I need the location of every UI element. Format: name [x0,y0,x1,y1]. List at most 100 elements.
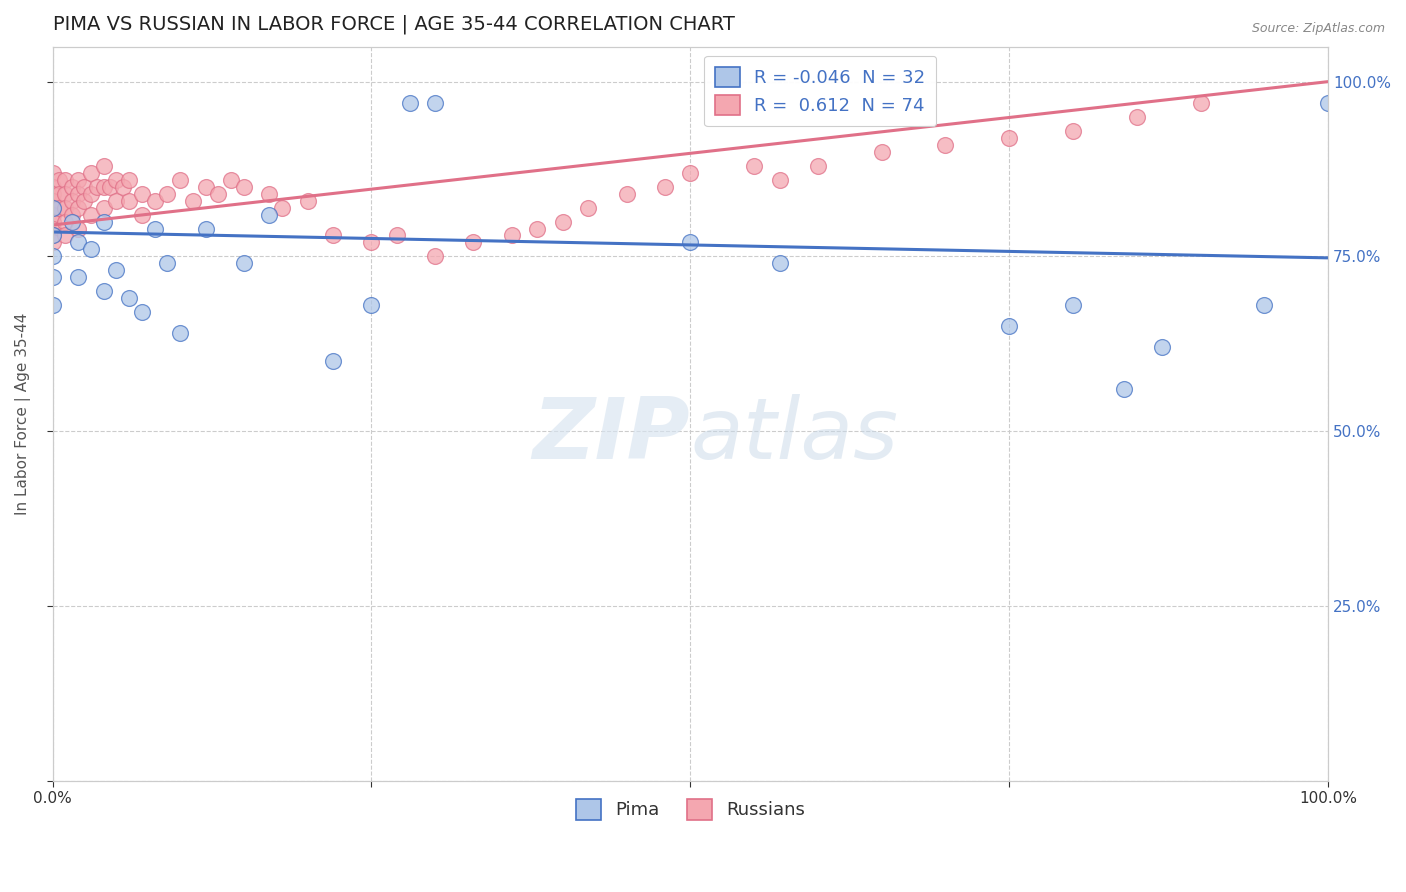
Point [80,243,103,257]
Point [143,221,166,235]
Point [60,194,83,208]
Point [181,194,204,208]
Point [1152,340,1174,354]
Point [1062,298,1084,312]
Text: ZIP: ZIP [533,394,690,477]
Point [360,298,382,312]
Point [41,270,63,285]
Point [385,228,408,243]
Point [425,250,447,264]
Point [67,201,90,215]
Point [41,179,63,194]
Point [41,235,63,250]
Point [53,172,76,186]
Point [105,194,128,208]
Point [48,172,70,186]
Point [53,186,76,201]
Point [41,298,63,312]
Point [616,186,638,201]
Point [53,201,76,215]
Point [105,172,128,186]
Point [60,207,83,221]
Point [41,221,63,235]
Point [654,179,676,194]
Point [1126,110,1149,124]
Point [111,179,134,194]
Point [131,305,153,319]
Point [118,292,141,306]
Point [463,235,485,250]
Point [169,326,191,341]
Point [41,207,63,221]
Point [86,179,108,194]
Point [297,194,319,208]
Point [232,179,254,194]
Point [60,214,83,228]
Point [679,165,702,179]
Point [232,256,254,270]
Text: atlas: atlas [690,394,898,477]
Point [67,186,90,201]
Point [41,201,63,215]
Point [207,186,229,201]
Point [73,194,96,208]
Point [259,186,281,201]
Point [807,159,830,173]
Point [1253,298,1275,312]
Point [526,221,548,235]
Text: Source: ZipAtlas.com: Source: ZipAtlas.com [1251,22,1385,36]
Point [1317,95,1340,110]
Point [41,250,63,264]
Point [870,145,893,159]
Point [156,186,179,201]
Point [118,172,141,186]
Point [48,186,70,201]
Point [80,207,103,221]
Point [998,130,1021,145]
Legend: Pima, Russians: Pima, Russians [568,792,813,827]
Point [934,137,956,152]
Point [259,207,281,221]
Point [41,194,63,208]
Point [998,319,1021,334]
Point [67,235,90,250]
Text: PIMA VS RUSSIAN IN LABOR FORCE | AGE 35-44 CORRELATION CHART: PIMA VS RUSSIAN IN LABOR FORCE | AGE 35-… [52,15,734,35]
Point [93,179,115,194]
Point [93,201,115,215]
Point [48,201,70,215]
Point [576,201,599,215]
Point [53,228,76,243]
Point [1189,95,1212,110]
Point [98,179,121,194]
Point [118,194,141,208]
Point [80,186,103,201]
Point [41,186,63,201]
Point [93,214,115,228]
Point [1062,123,1084,137]
Point [398,95,420,110]
Point [194,179,217,194]
Point [322,228,344,243]
Y-axis label: In Labor Force | Age 35-44: In Labor Force | Age 35-44 [15,312,31,515]
Point [156,256,179,270]
Point [360,235,382,250]
Point [131,207,153,221]
Point [194,221,217,235]
Point [679,235,702,250]
Point [93,159,115,173]
Point [143,194,166,208]
Point [67,172,90,186]
Point [67,221,90,235]
Point [169,172,191,186]
Point [41,165,63,179]
Point [41,214,63,228]
Point [131,186,153,201]
Point [60,179,83,194]
Point [742,159,765,173]
Point [501,228,523,243]
Point [425,95,447,110]
Point [67,270,90,285]
Point [768,172,790,186]
Point [41,228,63,243]
Point [322,354,344,368]
